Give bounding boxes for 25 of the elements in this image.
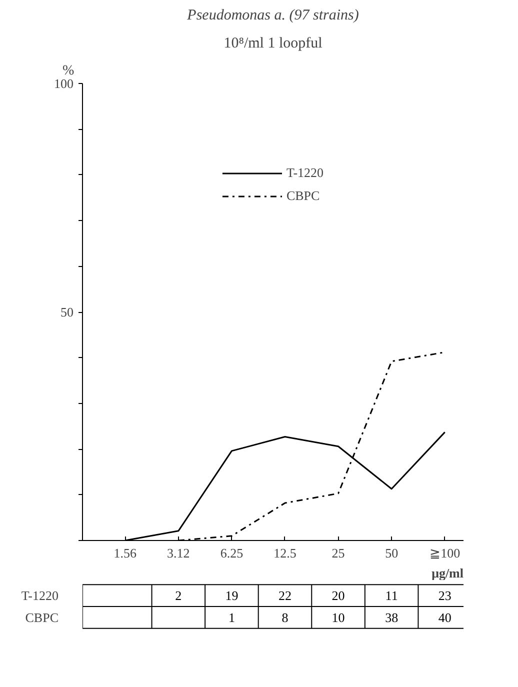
y-axis-title: %: [62, 64, 74, 78]
x-tick-label: 3.12: [167, 546, 190, 560]
data-label: 11: [385, 588, 398, 604]
legend-label: T-1220: [286, 165, 324, 181]
chart-subtitle: 10⁸/ml 1 loopful: [224, 36, 322, 52]
data-label: 23: [438, 588, 452, 604]
x-tick-label: ≧100: [430, 546, 460, 560]
data-label: 20: [332, 588, 345, 604]
x-tick-label: 12.5: [274, 546, 296, 560]
data-label: 22: [278, 588, 292, 604]
data-label: 2: [175, 588, 182, 604]
legend-label: CBPC: [286, 188, 320, 204]
chart-title: Pseudomonas a. (97 strains): [186, 8, 359, 24]
x-tick-label: 25: [332, 546, 345, 560]
x-tick-label: 6.25: [220, 546, 244, 560]
data-label: 10: [332, 610, 345, 625]
x-tick-label: 50: [385, 546, 398, 560]
data-label: 40: [438, 610, 452, 625]
x-axis-title: μg/ml: [432, 566, 464, 580]
data-label: 19: [225, 588, 238, 604]
data-label: 8: [282, 610, 288, 625]
y-tick-label: 100: [54, 76, 74, 91]
x-tick-label: 1.56: [114, 546, 138, 560]
data-label: 38: [385, 610, 398, 625]
data-label: 1: [228, 610, 235, 625]
